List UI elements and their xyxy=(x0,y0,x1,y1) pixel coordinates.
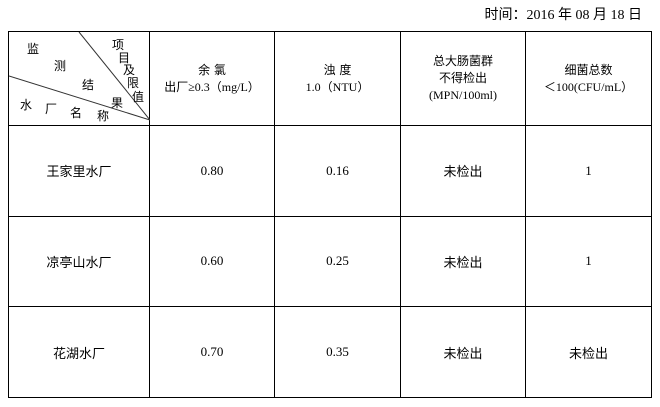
diagonal-lines xyxy=(9,32,150,121)
header-row: 监 测 结 果 项 目 及 限 值 水 厂 名 称 余 氯出厂≥0.3（mg/L… xyxy=(8,31,652,126)
corner-char: 测 xyxy=(54,59,67,73)
header-residual-chlorine: 余 氯出厂≥0.3（mg/L） xyxy=(149,31,275,126)
cell-value: 1 xyxy=(525,215,652,308)
header-line: 细菌总数 xyxy=(564,62,613,77)
header-line: 总大肠菌群 xyxy=(432,54,493,68)
corner-char: 目 xyxy=(118,51,131,65)
date-value: 2016 年 08 月 18 日 xyxy=(526,8,643,23)
header-line: (MPN/100ml) xyxy=(428,88,497,102)
header-line: 1.0（NTU） xyxy=(305,79,370,94)
corner-char: 果 xyxy=(111,96,124,110)
cell-value: 0.35 xyxy=(274,306,401,398)
corner-header-cell: 监 测 结 果 项 目 及 限 值 水 厂 名 称 xyxy=(8,31,150,126)
cell-value: 0.25 xyxy=(274,215,401,308)
header-line: 不得检出 xyxy=(438,71,487,85)
cell-value: 0.60 xyxy=(149,215,275,308)
table-row: 花湖水厂 0.70 0.35 未检出 未检出 xyxy=(8,306,652,398)
plant-name: 花湖水厂 xyxy=(8,306,150,398)
header-coliform: 总大肠菌群不得检出 (MPN/100ml) xyxy=(400,31,526,126)
plant-name: 王家里水厂 xyxy=(8,125,150,217)
plant-name: 凉亭山水厂 xyxy=(8,215,150,308)
header-turbidity: 浊 度 1.0（NTU） xyxy=(274,31,401,126)
cell-value: 未检出 xyxy=(525,306,652,398)
corner-char: 称 xyxy=(97,109,110,123)
corner-char: 名 xyxy=(70,106,83,120)
header-line: ＜100(CFU/mL） xyxy=(543,79,634,94)
cell-value: 未检出 xyxy=(400,215,526,308)
corner-char: 及 xyxy=(123,63,136,77)
header-line: 出厂≥0.3（mg/L） xyxy=(164,79,260,94)
table-row: 王家里水厂 0.80 0.16 未检出 1 xyxy=(8,125,652,217)
cell-value: 0.70 xyxy=(149,306,275,398)
header-line: 余 氯 xyxy=(198,62,226,77)
cell-value: 1 xyxy=(525,125,652,217)
table-row: 凉亭山水厂 0.60 0.25 未检出 1 xyxy=(8,215,652,308)
cell-value: 未检出 xyxy=(400,125,526,217)
cell-value: 未检出 xyxy=(400,306,526,398)
water-quality-table: 监 测 结 果 项 目 及 限 值 水 厂 名 称 余 氯出厂≥0.3（mg/L… xyxy=(8,31,652,398)
corner-char: 厂 xyxy=(45,102,58,116)
corner-char: 值 xyxy=(132,90,145,104)
corner-char: 监 xyxy=(27,42,40,56)
header-bacteria-count: 细菌总数 ＜100(CFU/mL） xyxy=(525,31,652,126)
date-label: 时间： xyxy=(484,8,527,23)
corner-char: 项 xyxy=(112,38,125,52)
corner-char: 限 xyxy=(127,76,140,90)
cell-value: 0.80 xyxy=(149,125,275,217)
report-date: 时间：2016 年 08 月 18 日 xyxy=(485,4,643,24)
header-line: 浊 度 xyxy=(323,62,352,77)
corner-char: 水 xyxy=(20,98,33,112)
cell-value: 0.16 xyxy=(274,125,401,217)
corner-char: 结 xyxy=(82,78,95,92)
